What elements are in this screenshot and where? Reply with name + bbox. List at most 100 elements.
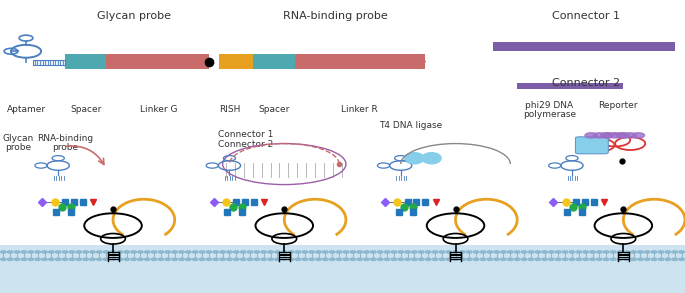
- Circle shape: [49, 258, 54, 260]
- Text: Connector 1: Connector 1: [218, 130, 273, 139]
- Circle shape: [601, 133, 613, 138]
- Circle shape: [501, 258, 506, 260]
- Circle shape: [624, 258, 630, 260]
- Circle shape: [501, 251, 506, 253]
- Circle shape: [425, 251, 431, 253]
- Circle shape: [528, 258, 534, 260]
- Circle shape: [329, 251, 335, 253]
- Circle shape: [412, 258, 417, 260]
- Circle shape: [83, 251, 88, 253]
- Circle shape: [21, 251, 27, 253]
- Bar: [514, 245, 685, 293]
- Circle shape: [343, 258, 349, 260]
- Circle shape: [76, 251, 82, 253]
- Circle shape: [350, 258, 356, 260]
- Circle shape: [117, 258, 123, 260]
- Circle shape: [83, 258, 88, 260]
- Circle shape: [124, 251, 129, 253]
- Bar: [106, 54, 209, 69]
- Bar: [493, 42, 675, 51]
- Bar: [253, 54, 295, 69]
- Circle shape: [535, 258, 540, 260]
- Circle shape: [254, 251, 260, 253]
- Circle shape: [316, 258, 321, 260]
- Circle shape: [35, 258, 40, 260]
- Circle shape: [117, 251, 123, 253]
- Circle shape: [556, 251, 561, 253]
- Circle shape: [597, 251, 602, 253]
- Circle shape: [186, 258, 191, 260]
- Circle shape: [14, 251, 20, 253]
- Circle shape: [514, 251, 520, 253]
- Circle shape: [377, 258, 383, 260]
- Circle shape: [446, 251, 451, 253]
- Circle shape: [672, 258, 677, 260]
- Circle shape: [69, 258, 75, 260]
- Circle shape: [288, 251, 294, 253]
- Circle shape: [487, 251, 493, 253]
- Circle shape: [268, 251, 273, 253]
- Circle shape: [309, 258, 314, 260]
- Circle shape: [62, 251, 68, 253]
- Circle shape: [679, 258, 684, 260]
- Circle shape: [35, 251, 40, 253]
- Circle shape: [302, 251, 308, 253]
- Bar: [295, 54, 425, 69]
- Circle shape: [261, 258, 266, 260]
- Circle shape: [28, 251, 34, 253]
- Circle shape: [8, 258, 13, 260]
- Circle shape: [14, 258, 20, 260]
- Circle shape: [521, 251, 527, 253]
- Circle shape: [460, 258, 465, 260]
- Circle shape: [295, 258, 301, 260]
- Circle shape: [192, 251, 198, 253]
- Ellipse shape: [422, 153, 441, 164]
- Circle shape: [391, 251, 397, 253]
- Circle shape: [97, 258, 102, 260]
- Circle shape: [549, 258, 554, 260]
- Circle shape: [624, 133, 636, 138]
- Circle shape: [480, 251, 486, 253]
- Text: Reporter: Reporter: [598, 101, 638, 110]
- Circle shape: [316, 251, 321, 253]
- Circle shape: [609, 133, 621, 138]
- Circle shape: [405, 251, 410, 253]
- Text: Glycan probe: Glycan probe: [97, 11, 171, 21]
- Circle shape: [679, 251, 684, 253]
- Circle shape: [21, 258, 27, 260]
- Text: RISH: RISH: [219, 105, 241, 115]
- Circle shape: [234, 251, 239, 253]
- Circle shape: [562, 251, 568, 253]
- Circle shape: [405, 258, 410, 260]
- Text: RNA-binding probe: RNA-binding probe: [284, 11, 388, 21]
- Circle shape: [220, 251, 225, 253]
- Circle shape: [110, 251, 116, 253]
- Circle shape: [632, 133, 645, 138]
- Circle shape: [508, 251, 513, 253]
- Circle shape: [638, 258, 643, 260]
- Circle shape: [473, 258, 479, 260]
- Circle shape: [439, 258, 445, 260]
- Circle shape: [97, 251, 102, 253]
- Circle shape: [186, 251, 191, 253]
- Text: Connector 1: Connector 1: [551, 11, 620, 21]
- Circle shape: [110, 258, 116, 260]
- Circle shape: [295, 251, 301, 253]
- Circle shape: [179, 251, 184, 253]
- Circle shape: [69, 251, 75, 253]
- Bar: [342, 245, 514, 293]
- Text: Aptamer: Aptamer: [6, 105, 46, 115]
- Circle shape: [466, 251, 472, 253]
- Text: Connector 2: Connector 2: [218, 140, 273, 149]
- Circle shape: [419, 258, 424, 260]
- Circle shape: [597, 258, 602, 260]
- Circle shape: [638, 251, 643, 253]
- Circle shape: [302, 258, 308, 260]
- Circle shape: [425, 258, 431, 260]
- Circle shape: [240, 258, 246, 260]
- Circle shape: [49, 251, 54, 253]
- Circle shape: [343, 251, 349, 253]
- Circle shape: [658, 251, 664, 253]
- Text: Glycan: Glycan: [2, 134, 34, 143]
- Circle shape: [336, 258, 342, 260]
